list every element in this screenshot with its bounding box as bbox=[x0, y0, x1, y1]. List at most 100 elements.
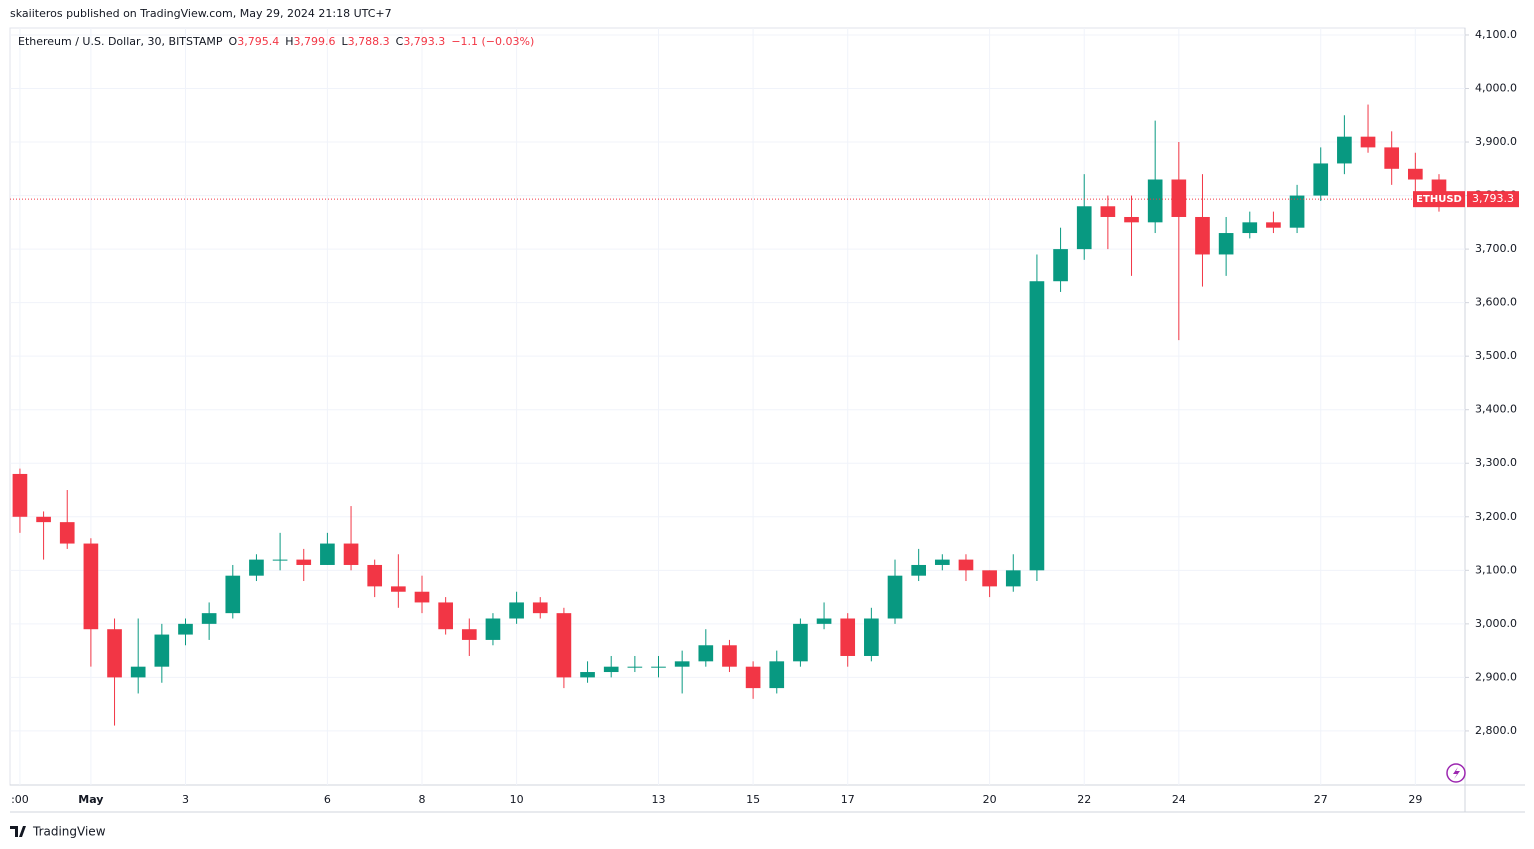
candles bbox=[12, 104, 1447, 726]
x-tick-label: 15 bbox=[746, 793, 760, 806]
candle-body bbox=[320, 543, 335, 565]
change: −1.1 (−0.03%) bbox=[451, 35, 534, 48]
candle-body bbox=[1266, 222, 1281, 228]
alert-circle[interactable] bbox=[1446, 763, 1466, 783]
candle-body bbox=[1337, 136, 1352, 164]
x-tick-label: 17 bbox=[841, 793, 855, 806]
candle-body bbox=[414, 591, 430, 603]
symbol-tag-label: ETHUSD bbox=[1416, 194, 1462, 205]
candle-body bbox=[864, 618, 879, 656]
h-value: 3,799.6 bbox=[293, 35, 335, 48]
candle-body bbox=[887, 575, 903, 619]
y-tick-label: 3,500.0 bbox=[1475, 349, 1517, 362]
alert-icon[interactable] bbox=[1446, 763, 1466, 783]
candle-body bbox=[1242, 222, 1258, 234]
o-value: 3,795.4 bbox=[237, 35, 279, 48]
x-tick-label: 29 bbox=[1408, 793, 1422, 806]
candle-body bbox=[485, 618, 501, 640]
x-tick-label: 6 bbox=[324, 793, 331, 806]
x-tick-label: 10 bbox=[510, 793, 524, 806]
published-note: skaiiteros published on TradingView.com,… bbox=[10, 7, 392, 20]
candle-body bbox=[461, 629, 477, 640]
x-tick-label: 20 bbox=[983, 793, 997, 806]
candle-body bbox=[438, 602, 453, 630]
x-tick-label: 22 bbox=[1077, 793, 1091, 806]
candle-body bbox=[674, 661, 690, 667]
x-tick-label: 24 bbox=[1172, 793, 1186, 806]
candle-body bbox=[698, 645, 714, 662]
legend: Ethereum / U.S. Dollar, 30, BITSTAMP O3,7… bbox=[18, 35, 534, 48]
price-tag bbox=[1467, 191, 1519, 208]
candle-body bbox=[367, 564, 383, 587]
y-tick-label: 3,000.0 bbox=[1475, 617, 1517, 630]
candle-body bbox=[934, 559, 950, 565]
x-tick-label: May bbox=[78, 793, 103, 806]
candle-body bbox=[1218, 233, 1234, 255]
c-label: C bbox=[396, 35, 404, 48]
candle-body bbox=[225, 575, 241, 614]
candle-body bbox=[1408, 168, 1423, 180]
logo[interactable]: TradingView bbox=[10, 825, 106, 839]
y-tick-label: 4,100.0 bbox=[1475, 28, 1517, 41]
candle-body bbox=[982, 570, 997, 587]
symbol-tag bbox=[1413, 191, 1465, 208]
candle-body bbox=[556, 613, 572, 678]
candle-body bbox=[178, 623, 193, 635]
logo-text[interactable]: TradingView bbox=[32, 825, 106, 839]
candle-body bbox=[911, 564, 926, 576]
y-tick-label: 3,300.0 bbox=[1475, 456, 1517, 469]
candle-body bbox=[12, 473, 28, 517]
candle-body bbox=[36, 516, 51, 523]
candle-body bbox=[816, 618, 832, 624]
y-tick-label: 3,900.0 bbox=[1475, 135, 1517, 148]
h-label: H bbox=[285, 35, 293, 48]
y-tick-label: 2,800.0 bbox=[1475, 724, 1517, 737]
candle-body bbox=[296, 559, 312, 565]
candle-body bbox=[627, 666, 643, 668]
x-tick-label: 13 bbox=[652, 793, 666, 806]
c-value: 3,793.3 bbox=[403, 35, 445, 48]
candle-body bbox=[107, 629, 122, 678]
candle-body bbox=[391, 586, 406, 592]
candle-body bbox=[769, 661, 785, 689]
candle-body bbox=[272, 559, 288, 561]
x-tick-label: 8 bbox=[418, 793, 425, 806]
grid bbox=[10, 28, 1465, 785]
candle-body bbox=[1147, 179, 1163, 223]
candle-body bbox=[343, 543, 359, 565]
candle-body bbox=[1313, 163, 1329, 196]
o-label: O bbox=[229, 35, 238, 48]
logo-mark[interactable] bbox=[10, 826, 26, 837]
candle-body bbox=[59, 522, 75, 544]
x-tick-label: :00 bbox=[11, 793, 29, 806]
candle-body bbox=[722, 645, 737, 667]
candle-body bbox=[1171, 179, 1187, 217]
price-tag-label: 3,793.3 bbox=[1472, 192, 1514, 205]
candle-body bbox=[651, 666, 666, 668]
candle-body bbox=[532, 602, 548, 614]
y-tick-label: 2,900.0 bbox=[1475, 670, 1517, 683]
candle-body bbox=[1289, 195, 1305, 228]
symbol: Ethereum / U.S. Dollar, 30, BITSTAMP bbox=[18, 35, 223, 48]
candle-body bbox=[201, 613, 217, 624]
y-tick-label: 3,700.0 bbox=[1475, 242, 1517, 255]
candle-body bbox=[1124, 216, 1139, 223]
l-label: L bbox=[341, 35, 348, 48]
candle-body bbox=[1076, 206, 1092, 250]
y-tick-label: 3,600.0 bbox=[1475, 296, 1517, 309]
candle-body bbox=[1384, 147, 1400, 169]
y-tick-label: 3,400.0 bbox=[1475, 403, 1517, 416]
candle-body bbox=[1100, 206, 1116, 217]
y-tick-label: 3,200.0 bbox=[1475, 510, 1517, 523]
candle-body bbox=[1053, 249, 1068, 282]
candle-body bbox=[509, 602, 524, 619]
candle-body bbox=[1195, 216, 1210, 255]
candle-body bbox=[1360, 136, 1376, 148]
alert-bolt[interactable] bbox=[1453, 767, 1460, 779]
l-value: 3,788.3 bbox=[348, 35, 390, 48]
candle-body bbox=[83, 543, 99, 630]
x-tick-label: 3 bbox=[182, 793, 189, 806]
candle-body bbox=[580, 672, 595, 678]
candle-body bbox=[1005, 570, 1021, 587]
